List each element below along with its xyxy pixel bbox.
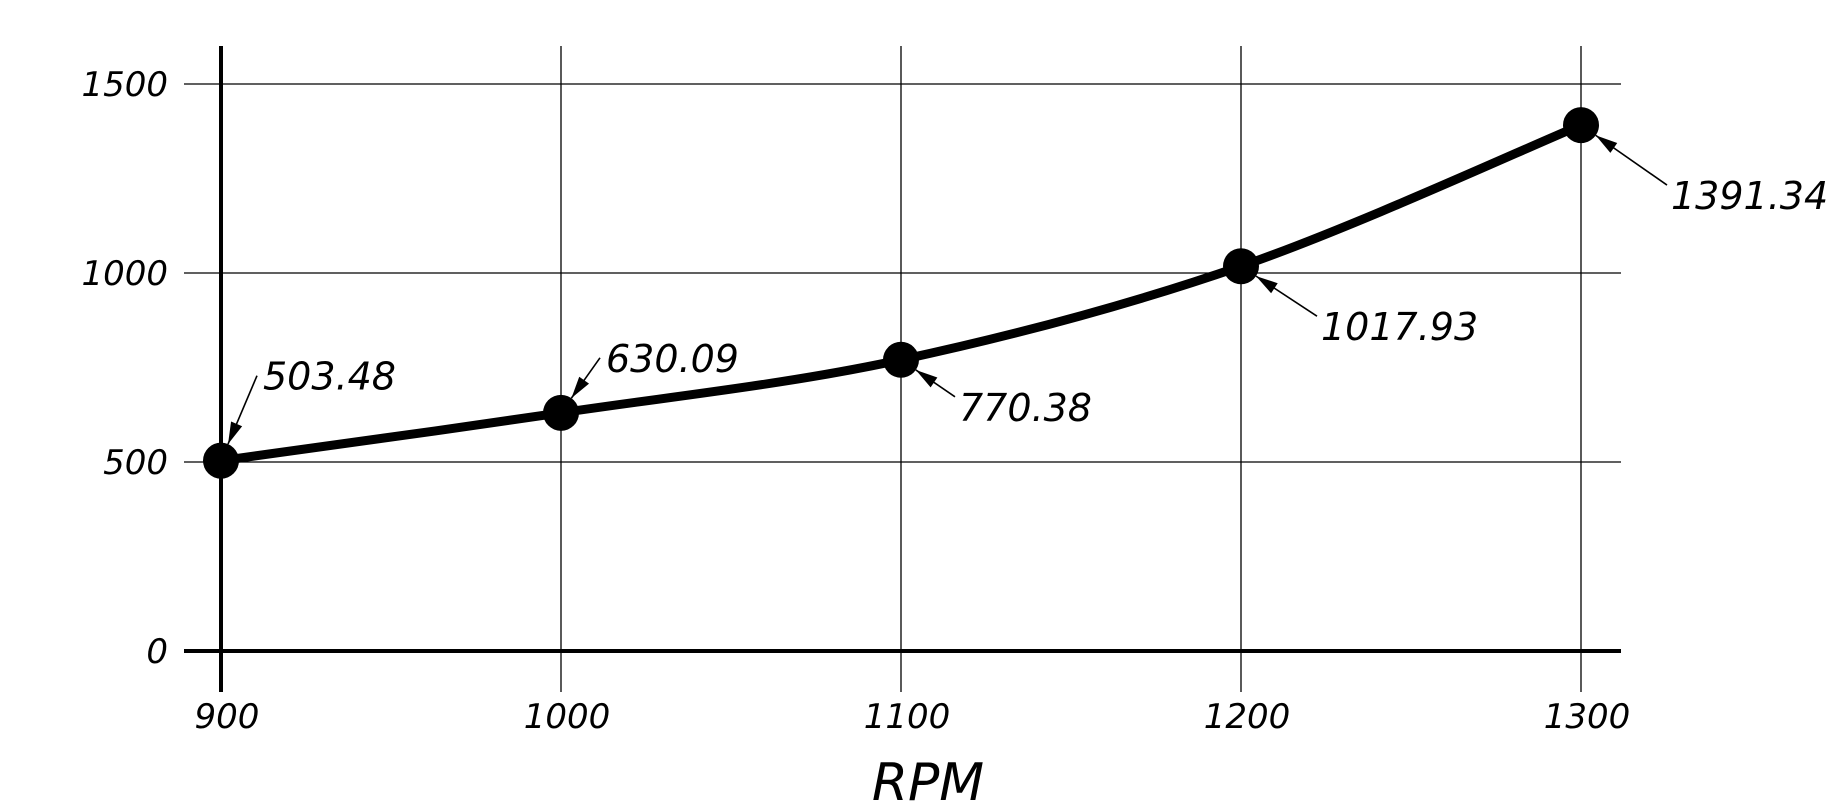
data-point-4 (1563, 107, 1599, 144)
y-tick-label: 1500 (81, 65, 168, 105)
y-tick-label: 1000 (81, 254, 168, 294)
data-point-3 (1223, 248, 1259, 285)
leader-arrow-2 (915, 369, 938, 388)
data-label-3: 1017.93 (1321, 305, 1478, 349)
tick-labels: 0 500 1000 1500 900 1000 1100 1200 1300 (81, 65, 1630, 737)
x-tick-label: 1100 (864, 697, 951, 737)
data-label-4: 1391.34 (1671, 174, 1828, 218)
x-tick-label: 1300 (1544, 697, 1631, 737)
data-label-1: 630.09 (606, 337, 739, 381)
x-tick-label: 1200 (1204, 697, 1291, 737)
leader-arrow-0 (228, 421, 243, 445)
x-tick-label: 1000 (524, 697, 611, 737)
leader-arrow-3 (1256, 276, 1278, 294)
y-tick-label: 500 (103, 443, 168, 483)
data-point-1 (543, 394, 579, 431)
data-label-0: 503.48 (263, 355, 396, 399)
data-point-0 (203, 442, 239, 479)
data-label-2: 770.38 (959, 386, 1092, 430)
x-axis-title: RPM (872, 753, 984, 809)
x-tick-label: 900 (195, 697, 260, 737)
data-labels: 503.48 630.09 770.38 1017.93 1391.34 (227, 134, 1828, 445)
leader-arrow-1 (571, 376, 590, 399)
y-tick-label: 0 (146, 632, 168, 672)
series (203, 107, 1599, 479)
leader-arrow-4 (1595, 135, 1618, 153)
axes (184, 46, 1621, 692)
data-point-2 (883, 341, 919, 378)
